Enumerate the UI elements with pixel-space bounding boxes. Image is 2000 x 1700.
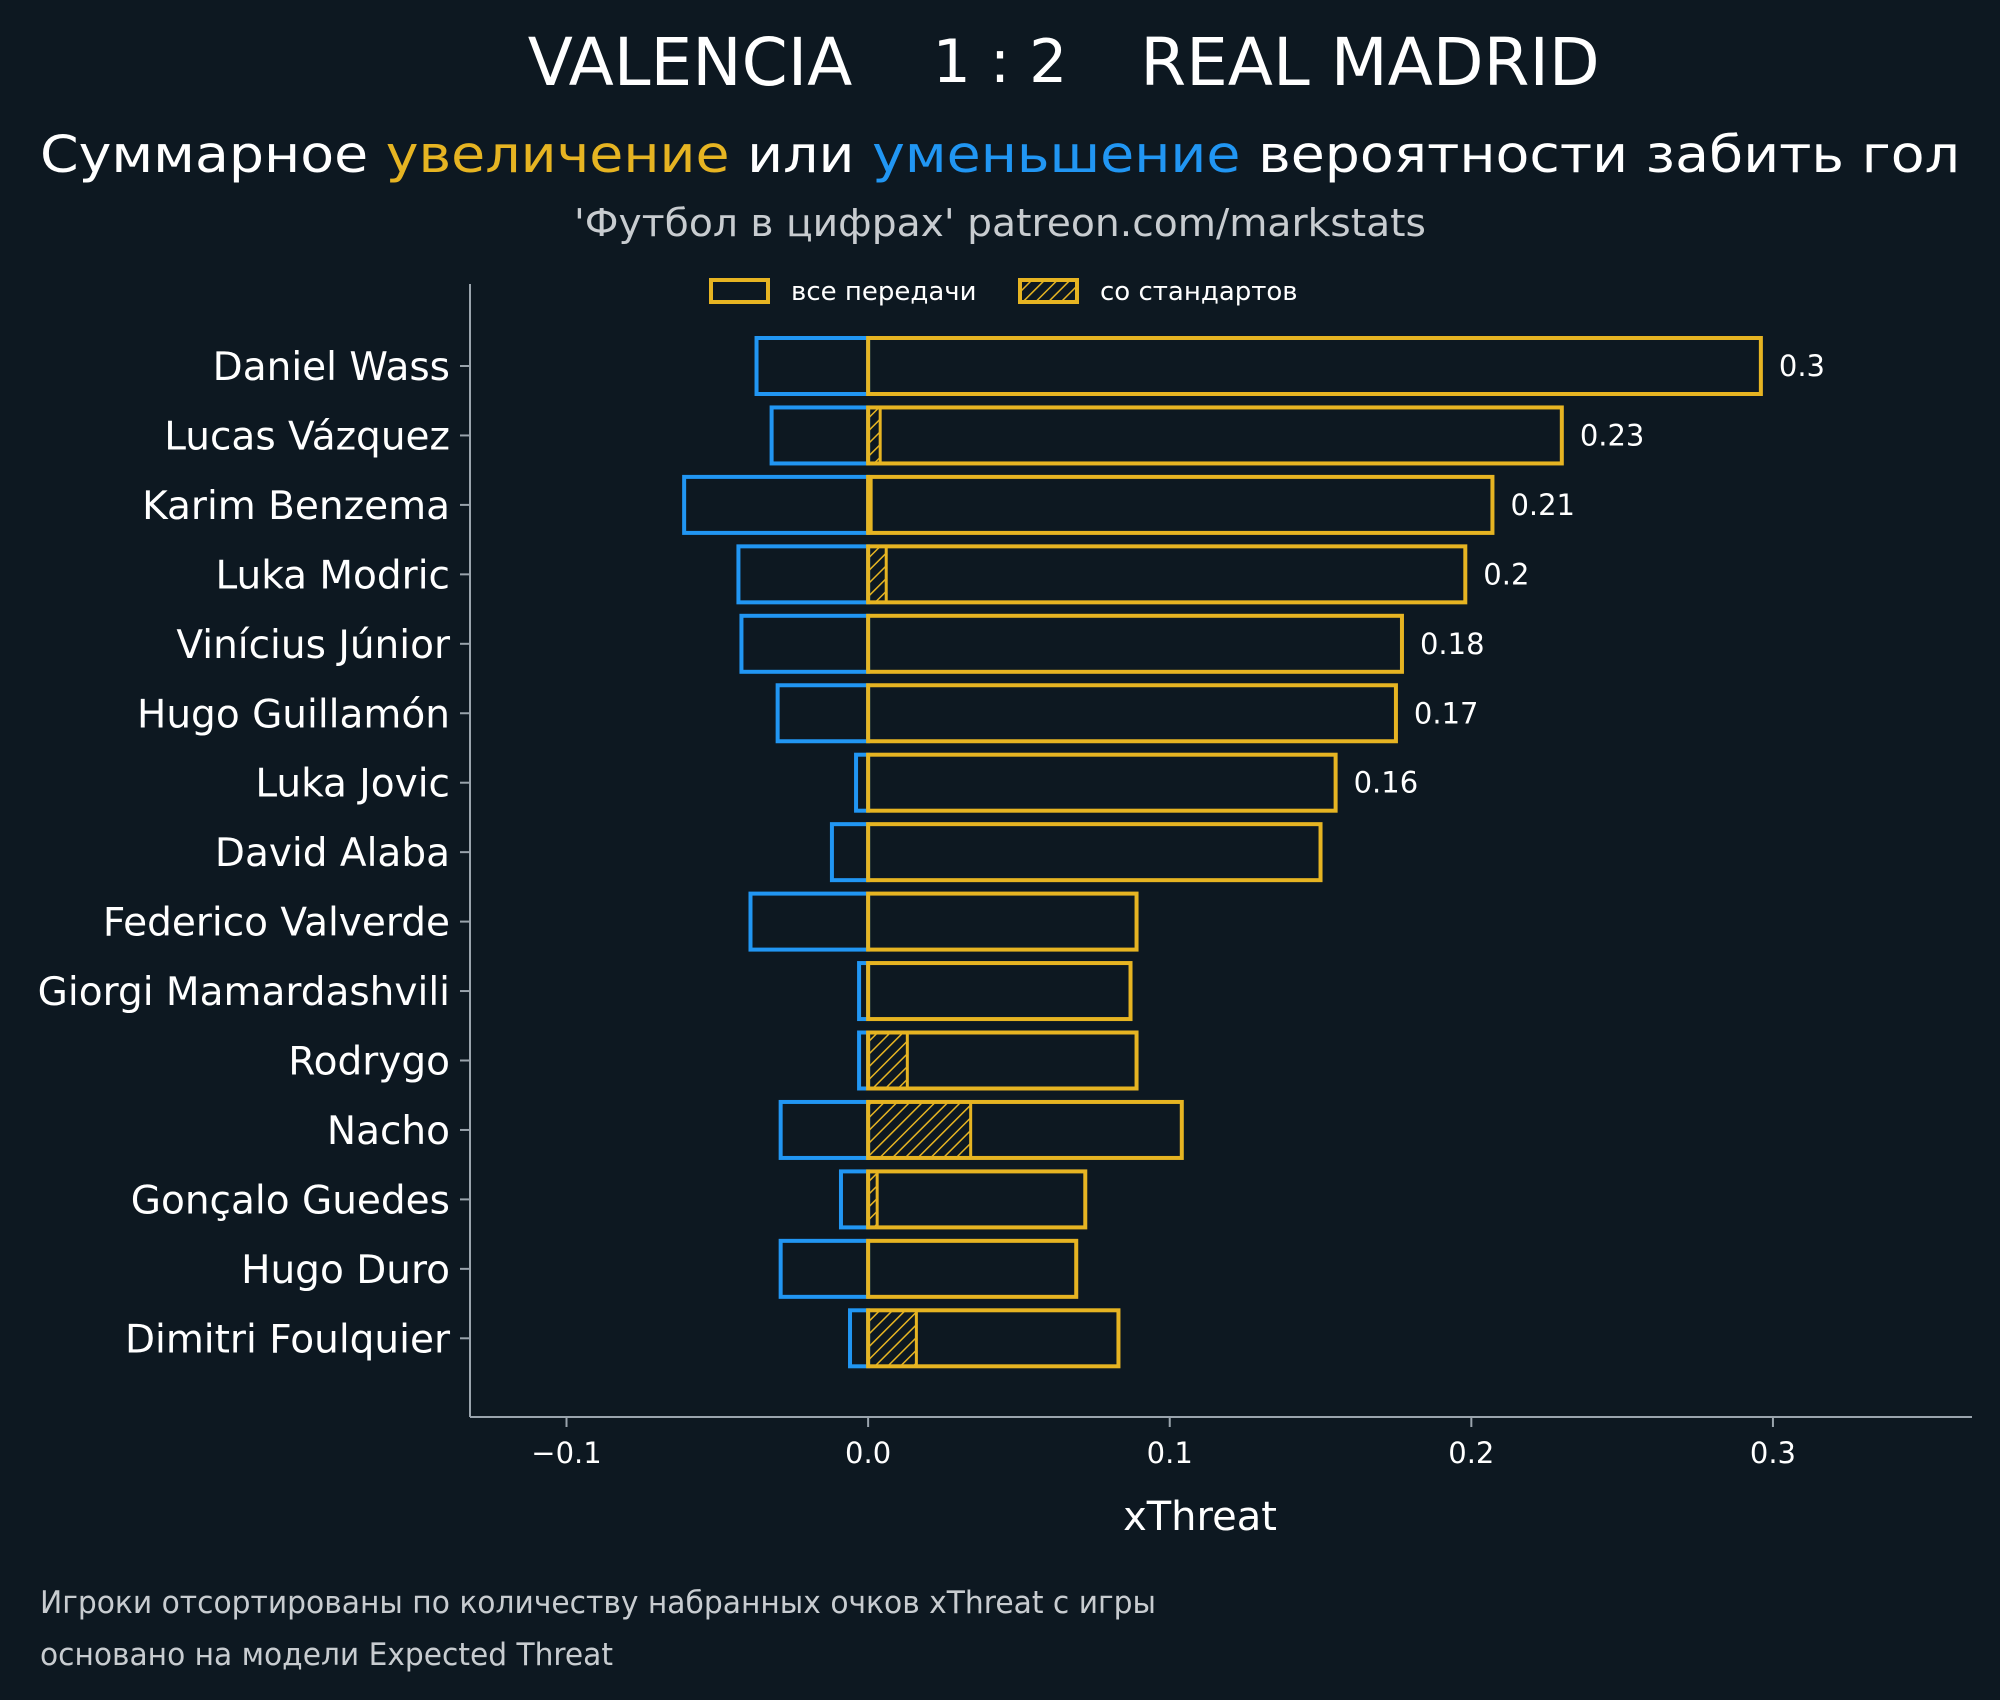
bar-all-passes — [866, 1169, 1088, 1230]
bar-negative — [739, 613, 871, 674]
bars-group: 0.3 0.23 0.21 0.2 0.18 0.17 0.16 — [682, 336, 1825, 1369]
source-text: 'Футбол в цифрах' patreon.com/markstats — [574, 201, 1426, 245]
bar-set-pieces — [866, 544, 888, 604]
player-label: Hugo Duro — [241, 1248, 450, 1293]
data-label: 0.21 — [1510, 488, 1575, 522]
bar-all-passes — [866, 1238, 1079, 1299]
data-label: 0.23 — [1580, 418, 1645, 452]
bar-all-passes — [866, 752, 1338, 813]
legend-swatch-set-pieces — [1018, 278, 1079, 304]
x-tick-label: 0.2 — [1448, 1436, 1494, 1470]
data-label: 0.16 — [1354, 766, 1419, 800]
bar-negative — [848, 1308, 871, 1369]
title-home-team: VALENCIA — [528, 24, 853, 101]
data-label: 0.3 — [1779, 349, 1825, 383]
bar-all-passes — [866, 822, 1323, 883]
bar-all-passes — [866, 683, 1398, 744]
player-label: Federico Valverde — [103, 901, 450, 946]
player-label: Luka Jovic — [255, 762, 450, 807]
player-label: Dimitri Foulquier — [125, 1317, 451, 1362]
bar-negative — [754, 336, 871, 396]
legend: все передачи со стандартов — [709, 277, 1298, 307]
bar-negative — [748, 891, 871, 952]
player-label: Giorgi Mamardashvili — [38, 970, 450, 1015]
bar-set-pieces — [866, 1308, 918, 1368]
player-label: Vinícius Júnior — [176, 623, 451, 668]
bar-negative — [778, 1238, 871, 1299]
bar-negative — [778, 1099, 871, 1160]
x-tick-label: 0.0 — [845, 1436, 891, 1470]
bar-negative — [775, 683, 871, 744]
bar-negative — [769, 405, 871, 466]
x-ticks: −0.1 0.0 0.1 0.2 0.3 — [531, 1417, 1796, 1470]
data-label: 0.18 — [1420, 627, 1485, 661]
player-label: Hugo Guillamón — [137, 692, 450, 737]
subtitle-part2: или — [730, 126, 873, 185]
subtitle-increase: увеличение — [386, 126, 730, 185]
data-label: 0.17 — [1414, 696, 1479, 730]
bar-all-passes — [866, 544, 1468, 605]
data-label: 0.2 — [1483, 557, 1529, 591]
bar-all-passes — [866, 891, 1139, 952]
bar-all-passes — [866, 613, 1404, 674]
footer-note-sorting: Игроки отсортированы по количеству набра… — [40, 1585, 1156, 1621]
x-tick-label: 0.3 — [1750, 1436, 1796, 1470]
bar-set-pieces — [866, 1031, 909, 1090]
player-label: Daniel Wass — [213, 345, 450, 390]
bar-negative — [736, 544, 871, 605]
bar-all-passes — [866, 336, 1763, 396]
legend-label-all-passes: все передачи — [791, 277, 977, 307]
player-label: Lucas Vázquez — [164, 414, 450, 459]
bar-set-pieces — [866, 1100, 973, 1160]
bar-all-passes — [866, 961, 1133, 1022]
subtitle-decrease: уменьшение — [872, 126, 1240, 185]
player-label: Nacho — [327, 1109, 450, 1154]
player-label: David Alaba — [215, 831, 450, 876]
player-label: Luka Modric — [215, 553, 450, 598]
x-axis-label: xThreat — [1123, 1494, 1277, 1540]
x-tick-label: −0.1 — [531, 1436, 601, 1470]
y-tick-labels: Daniel Wass Lucas Vázquez Karim Benzema Luk… — [38, 345, 470, 1362]
x-tick-label: 0.1 — [1147, 1436, 1193, 1470]
legend-swatch-all-passes — [709, 278, 770, 304]
subtitle-part1: Суммарное — [40, 126, 386, 185]
bar-all-passes — [866, 1030, 1139, 1091]
title-score: 1 : 2 — [933, 27, 1068, 97]
legend-label-set-pieces: со стандартов — [1100, 277, 1298, 307]
subtitle: Суммарное увеличение или уменьшение веро… — [40, 126, 1960, 185]
bar-negative — [829, 822, 871, 883]
bar-all-passes — [866, 1308, 1121, 1369]
footer-note-model: основано на модели Expected Threat — [40, 1637, 613, 1673]
player-label: Gonçalo Guedes — [131, 1178, 450, 1223]
bar-all-passes — [866, 474, 1495, 535]
bar-all-passes — [866, 1099, 1184, 1160]
player-label: Rodrygo — [288, 1040, 450, 1085]
bar-all-passes — [866, 405, 1564, 466]
title-away-team: REAL MADRID — [1140, 24, 1600, 101]
bar-negative — [682, 474, 871, 535]
player-label: Karim Benzema — [142, 484, 450, 529]
subtitle-part3: вероятности забить гол — [1241, 126, 1960, 185]
bar-negative — [838, 1169, 871, 1230]
